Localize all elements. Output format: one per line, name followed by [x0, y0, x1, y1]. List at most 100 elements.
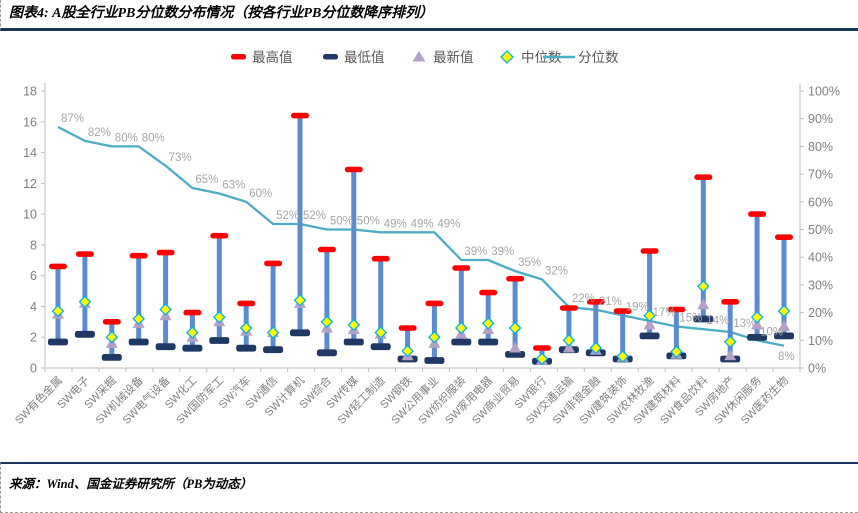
percentile-value-label: 35%	[518, 257, 541, 269]
legend-label: 最新值	[433, 50, 474, 65]
median-marker	[266, 326, 280, 339]
high-cap	[775, 234, 793, 240]
high-cap	[613, 308, 632, 314]
percentile-value-label: 50%	[330, 216, 353, 228]
median-marker	[401, 344, 414, 358]
median-marker	[562, 333, 576, 347]
high-cap	[425, 300, 444, 307]
percentile-value-label: 8%	[778, 351, 795, 363]
right-axis-tick-label: 0%	[808, 362, 826, 376]
left-axis-tick-label: 10	[23, 208, 37, 222]
pb-range-bar	[451, 265, 472, 346]
left-axis-tick-label: 8	[30, 238, 37, 252]
triangle-icon	[412, 51, 426, 62]
low-cap	[451, 338, 472, 346]
percentile-value-label: 49%	[411, 218, 434, 230]
low-cap	[424, 357, 445, 364]
low-cap	[639, 332, 660, 340]
low-cap	[74, 330, 95, 338]
percentile-value-label: 49%	[384, 218, 407, 230]
percentile-value-label: 32%	[545, 265, 568, 277]
pb-range-bar	[612, 308, 633, 363]
high-cap	[210, 232, 229, 239]
legend-label: 分位数	[578, 50, 619, 65]
low-cap	[101, 354, 122, 361]
percentile-value-label: 13%	[733, 318, 756, 330]
high-cap	[694, 174, 713, 180]
percentile-value-label: 15%	[679, 313, 702, 325]
median-marker	[428, 330, 441, 344]
pb-range-bar	[182, 309, 203, 352]
pb-range-bar	[693, 174, 714, 323]
percentile-line	[57, 125, 785, 347]
percentile-value-label: 19%	[626, 301, 649, 313]
right-axis-tick-label: 30%	[808, 278, 833, 292]
median-marker	[696, 280, 710, 293]
median-marker	[374, 326, 388, 339]
percentile-value-label: 73%	[169, 152, 192, 164]
median-marker	[347, 318, 361, 332]
percentile-value-label: 80%	[115, 132, 138, 144]
median-marker	[105, 330, 119, 344]
high-cap	[452, 265, 471, 271]
median-marker	[159, 303, 172, 316]
low-cap	[693, 315, 714, 323]
median-marker	[535, 352, 549, 366]
pb-range-bar	[236, 300, 257, 352]
median-marker	[320, 315, 334, 329]
left-axis-tick-label: 12	[23, 177, 37, 191]
low-cap	[263, 346, 284, 354]
latest-marker	[562, 341, 575, 353]
pb-range-bar	[263, 260, 284, 354]
pb-range-bar	[505, 275, 526, 358]
median-marker	[616, 350, 630, 363]
low-cap	[236, 344, 257, 352]
legend-item-median: 中位数	[500, 50, 562, 65]
median-marker	[508, 321, 522, 335]
low-cap	[316, 349, 337, 357]
latest-marker	[509, 341, 522, 353]
low-cap	[48, 338, 68, 346]
high-cap	[748, 211, 767, 217]
percentile-value-label: 60%	[249, 188, 272, 200]
percentile-value-label: 50%	[357, 216, 380, 228]
left-axis-tick-label: 16	[23, 115, 37, 129]
percentile-value-label: 22%	[572, 293, 595, 305]
source-note: 来源：Wind、国金证券研究所（PB为动态）	[9, 477, 253, 491]
latest-marker	[643, 318, 656, 330]
right-axis-tick-label: 100%	[808, 85, 840, 99]
pb-range-bar	[101, 319, 122, 361]
pb-range-bar	[747, 211, 768, 341]
high-cap	[721, 299, 740, 305]
pb-range-bar	[128, 252, 149, 346]
pb-range-bar	[720, 299, 741, 363]
pb-range-bar	[558, 305, 579, 354]
percentile-value-label: 52%	[276, 210, 299, 222]
percentile-value-label: 65%	[195, 174, 218, 186]
pb-range-bar	[343, 166, 364, 346]
range-bars	[48, 112, 794, 366]
percentile-value-label: 39%	[491, 246, 514, 258]
right-axis-tick-label: 50%	[808, 223, 833, 237]
percentile-value-label: 49%	[437, 218, 460, 230]
low-cap	[209, 337, 230, 344]
pb-range-bar	[316, 246, 337, 357]
median-marker	[132, 312, 146, 326]
pb-range-bar	[424, 300, 445, 364]
high-cap	[317, 246, 336, 253]
pb-range-bar	[74, 251, 95, 338]
low-cap	[290, 329, 310, 337]
pb-range-bar	[639, 248, 660, 340]
high-cap	[479, 289, 498, 296]
percentile-value-label: 87%	[61, 113, 84, 125]
latest-marker	[751, 318, 764, 330]
low-cap	[343, 338, 364, 346]
percentile-value-label: 21%	[599, 296, 622, 308]
legend-item-high: 最高值	[231, 49, 293, 65]
high-cap	[237, 300, 256, 307]
chart-legend: 最高值 最低值 最新值 中位数 分位数	[231, 49, 619, 65]
pb-range-bar	[48, 263, 68, 346]
right-axis-tick-label: 20%	[808, 306, 833, 320]
percentile-value-label: 52%	[303, 210, 326, 222]
